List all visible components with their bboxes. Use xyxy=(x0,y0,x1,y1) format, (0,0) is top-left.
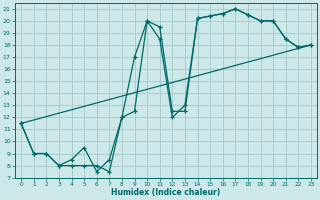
X-axis label: Humidex (Indice chaleur): Humidex (Indice chaleur) xyxy=(111,188,221,197)
